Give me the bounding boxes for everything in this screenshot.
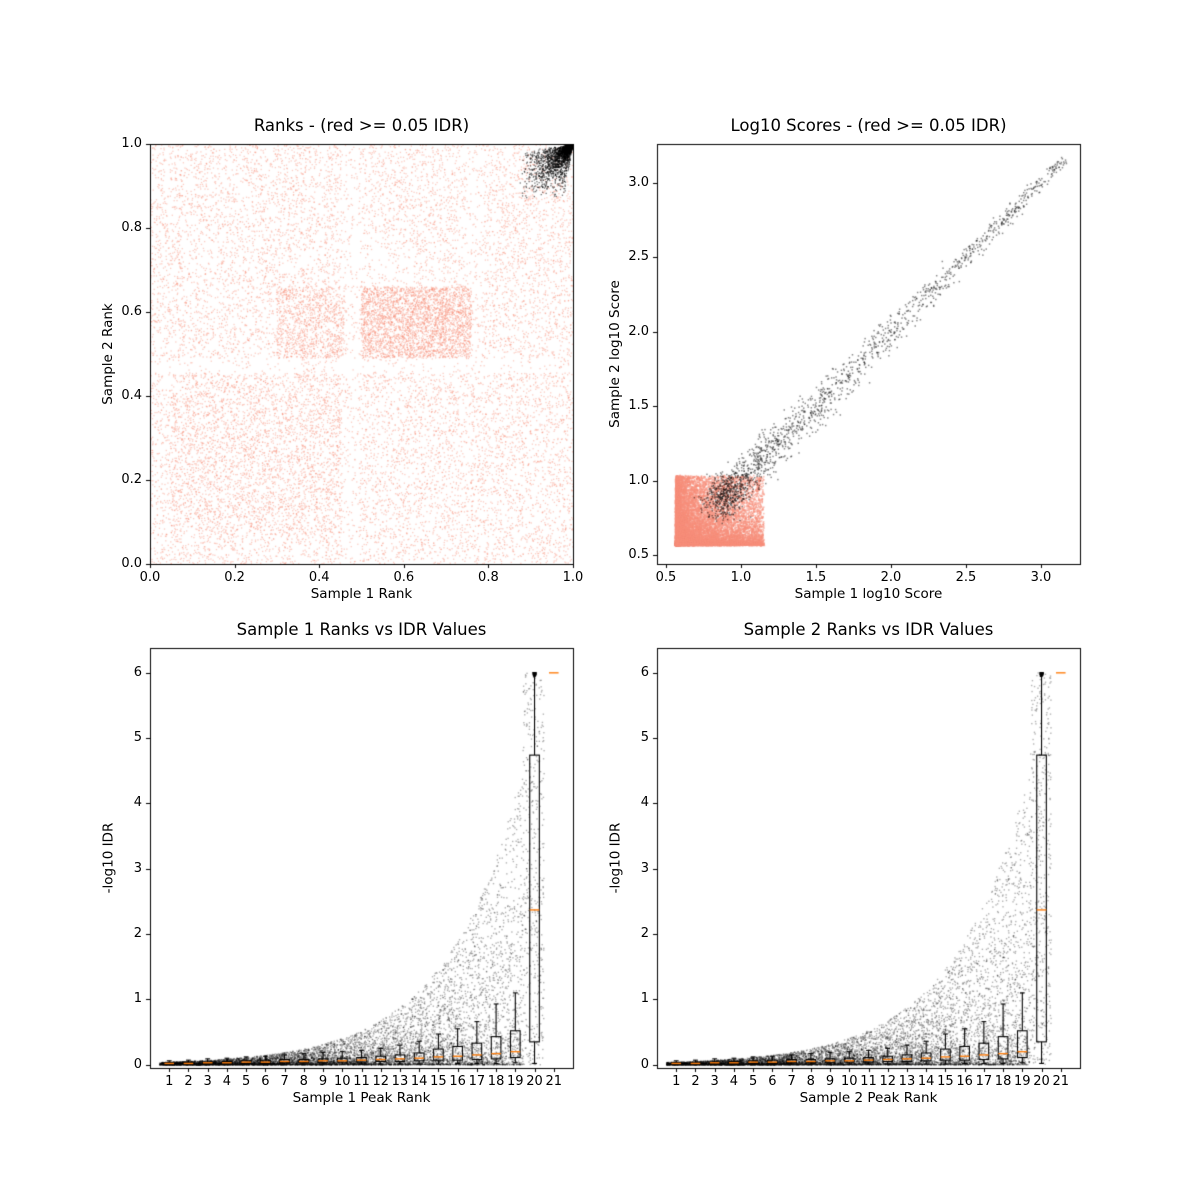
- y-tick-label: 1: [640, 991, 649, 1007]
- y-tick-label: 3: [133, 860, 142, 876]
- x-tick-label: 9: [825, 1074, 835, 1089]
- x-tick-label: 18: [994, 1074, 1012, 1089]
- x-tick-label: 19: [1014, 1074, 1031, 1089]
- y-tick-label: 5: [133, 730, 142, 746]
- y-tick-label: 5: [640, 730, 649, 746]
- x-tick-label: 19: [507, 1074, 524, 1089]
- x-tick-label: 20: [526, 1074, 543, 1089]
- sample2-idr-ylabel: -log10 IDR: [607, 822, 623, 894]
- x-tick-label: 21: [545, 1074, 563, 1089]
- y-tick-label: 1.0: [628, 472, 649, 488]
- x-tick-label: 0.5: [655, 570, 677, 585]
- x-tick-label: 10: [840, 1074, 858, 1089]
- y-tick-label: 4: [133, 795, 142, 811]
- y-tick-label: 0.2: [121, 472, 142, 487]
- y-tick-label: 0: [133, 1056, 142, 1072]
- x-tick-label: 9: [318, 1074, 328, 1089]
- sample2-peak-rank-xlabel: Sample 2 Peak Rank: [799, 1090, 938, 1106]
- sample1-peak-rank-xlabel: Sample 1 Peak Rank: [292, 1090, 431, 1106]
- y-tick-label: 2: [133, 926, 142, 942]
- x-tick-label: 1.5: [805, 570, 827, 585]
- sample1-idr-ylabel-wrap: -log10 IDR: [95, 648, 121, 1068]
- ranks-plot-title: Ranks - (red >= 0.05 IDR): [253, 116, 470, 135]
- ranks-ylabel: Sample 2 Rank: [100, 303, 116, 405]
- y-tick-label: 1.5: [628, 398, 649, 414]
- x-tick-label: 0.0: [139, 570, 161, 585]
- x-tick-label: 11: [353, 1074, 370, 1089]
- x-tick-label: 15: [937, 1074, 954, 1089]
- y-tick-label: 2.0: [628, 323, 649, 339]
- y-tick-label: 6: [640, 664, 649, 680]
- x-tick-label: 11: [860, 1074, 877, 1089]
- scores-xlabel: Sample 1 log10 Score: [794, 586, 943, 602]
- scores-plot-title: Log10 Scores - (red >= 0.05 IDR): [730, 116, 1007, 135]
- y-tick-label: 0.4: [121, 388, 142, 403]
- scores-ylabel: Sample 2 log10 Score: [607, 280, 623, 428]
- x-tick-label: 16: [449, 1074, 466, 1089]
- y-tick-label: 0.6: [121, 304, 142, 319]
- y-tick-label: 0.0: [121, 556, 142, 571]
- x-tick-label: 15: [430, 1074, 447, 1089]
- scores-ylabel-wrap: Sample 2 log10 Score: [602, 144, 628, 564]
- y-tick-label: 2.5: [628, 249, 649, 265]
- x-tick-label: 0.2: [224, 570, 245, 585]
- x-tick-label: 16: [956, 1074, 973, 1089]
- y-tick-label: 3: [640, 860, 649, 876]
- x-tick-label: 7: [280, 1074, 289, 1089]
- x-tick-label: 18: [487, 1074, 505, 1089]
- x-tick-label: 3: [203, 1074, 212, 1089]
- x-tick-label: 0.6: [393, 570, 415, 585]
- x-tick-label: 6: [261, 1074, 270, 1089]
- x-tick-label: 1.0: [562, 570, 584, 585]
- x-tick-label: 13: [391, 1074, 409, 1089]
- x-tick-label: 6: [768, 1074, 777, 1089]
- x-tick-label: 13: [898, 1074, 916, 1089]
- x-tick-label: 0.4: [308, 570, 330, 585]
- sample1-idr-ylabel: -log10 IDR: [100, 822, 116, 894]
- x-tick-label: 5: [748, 1074, 758, 1089]
- y-tick-label: 1: [133, 991, 142, 1007]
- ranks-xlabel: Sample 1 Rank: [310, 586, 413, 602]
- x-tick-label: 1: [672, 1074, 681, 1089]
- x-tick-label: 20: [1033, 1074, 1050, 1089]
- x-tick-label: 2.5: [955, 570, 977, 585]
- x-tick-label: 10: [333, 1074, 351, 1089]
- sample2-idr-plot-title: Sample 2 Ranks vs IDR Values: [743, 620, 994, 639]
- x-tick-label: 2: [691, 1074, 700, 1089]
- x-tick-label: 5: [241, 1074, 251, 1089]
- y-tick-label: 1.0: [121, 136, 142, 151]
- y-tick-label: 6: [133, 664, 142, 680]
- y-tick-label: 0.5: [628, 547, 649, 563]
- x-tick-label: 2: [184, 1074, 193, 1089]
- x-tick-label: 7: [787, 1074, 796, 1089]
- x-tick-label: 4: [222, 1074, 232, 1089]
- x-tick-label: 8: [299, 1074, 308, 1089]
- x-tick-label: 0.8: [478, 570, 499, 585]
- y-tick-label: 4: [640, 795, 649, 811]
- x-tick-label: 12: [372, 1074, 389, 1089]
- y-tick-label: 0.8: [121, 220, 142, 235]
- x-tick-label: 17: [975, 1074, 993, 1089]
- x-tick-label: 8: [806, 1074, 815, 1089]
- x-tick-label: 2.0: [880, 570, 902, 585]
- x-tick-label: 1: [165, 1074, 174, 1089]
- x-tick-label: 3: [710, 1074, 719, 1089]
- x-tick-label: 12: [879, 1074, 896, 1089]
- x-tick-label: 14: [410, 1074, 428, 1089]
- x-tick-label: 14: [917, 1074, 935, 1089]
- sample2-idr-ylabel-wrap: -log10 IDR: [602, 648, 628, 1068]
- y-tick-label: 0: [640, 1056, 649, 1072]
- x-tick-label: 17: [468, 1074, 486, 1089]
- x-tick-label: 1.0: [730, 570, 752, 585]
- y-tick-label: 2: [640, 926, 649, 942]
- ranks-ylabel-wrap: Sample 2 Rank: [95, 144, 121, 564]
- y-tick-label: 3.0: [628, 174, 649, 190]
- x-tick-label: 21: [1052, 1074, 1070, 1089]
- x-tick-label: 4: [729, 1074, 739, 1089]
- sample1-idr-plot-title: Sample 1 Ranks vs IDR Values: [236, 620, 487, 639]
- x-tick-label: 3.0: [1030, 570, 1052, 585]
